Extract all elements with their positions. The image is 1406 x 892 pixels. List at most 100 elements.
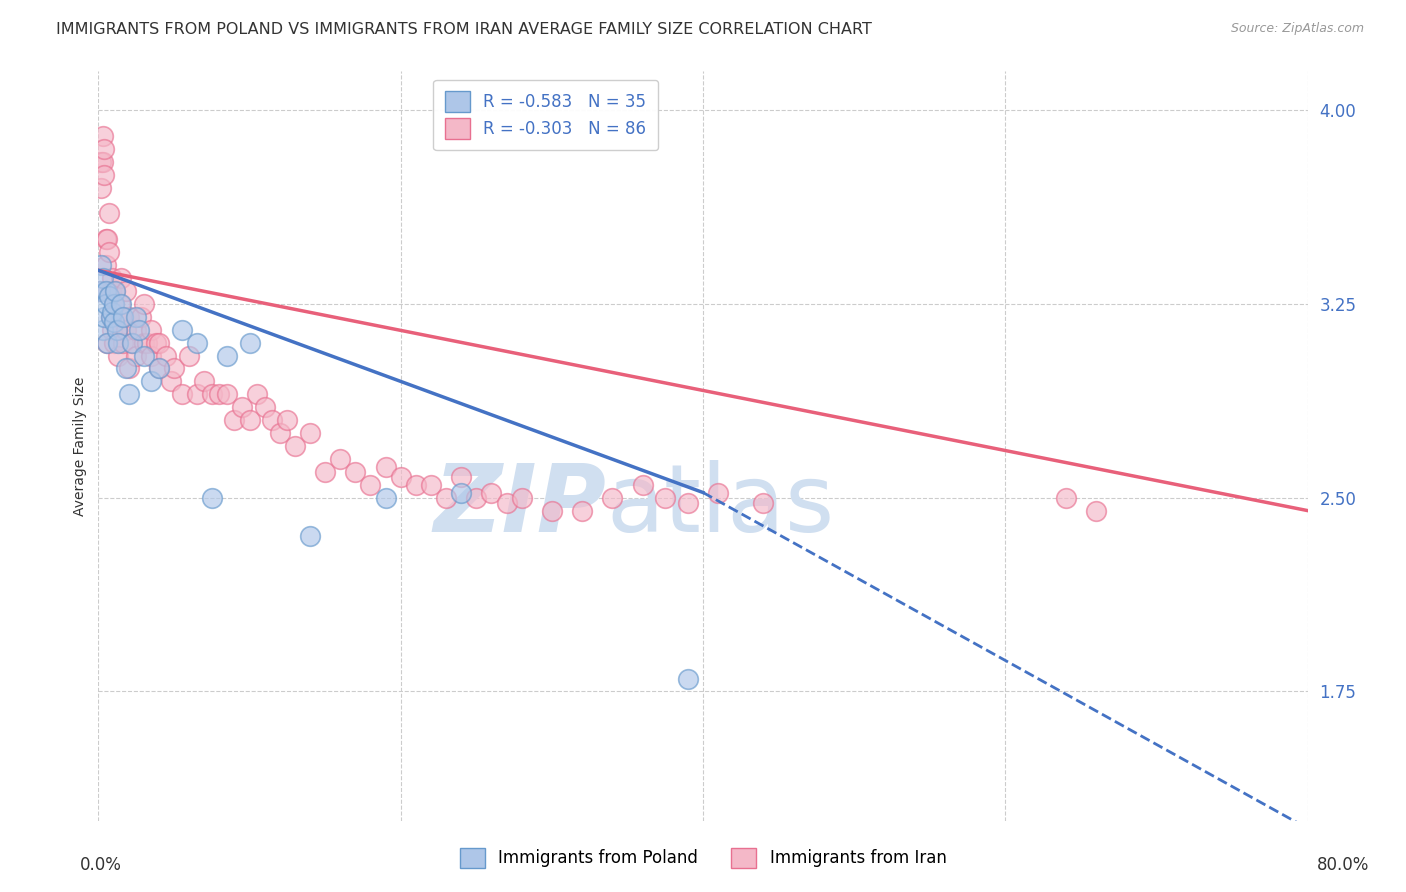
Point (1054, 491, 1077, 505)
Point (121, 335, 143, 350)
Point (299, 529, 322, 543)
Point (125, 323, 148, 337)
Point (374, 491, 396, 505)
Legend: Immigrants from Poland, Immigrants from Iran: Immigrants from Poland, Immigrants from … (453, 841, 953, 875)
Point (91, 271, 114, 285)
Point (94, 232, 117, 246)
Point (101, 323, 124, 337)
Point (186, 335, 208, 350)
Point (239, 335, 262, 350)
Point (420, 477, 443, 491)
Point (114, 323, 136, 337)
Point (246, 387, 269, 401)
Point (224, 413, 246, 427)
Point (405, 477, 427, 491)
Point (89, 284, 111, 298)
Point (125, 310, 148, 324)
Point (125, 349, 148, 363)
Point (344, 465, 367, 479)
Point (135, 335, 157, 350)
Point (269, 426, 291, 441)
Point (101, 271, 124, 285)
Point (299, 426, 322, 441)
Point (602, 491, 624, 505)
Point (98, 206, 121, 220)
Point (110, 310, 132, 324)
Point (111, 335, 134, 350)
Point (100, 310, 122, 324)
Point (132, 349, 155, 363)
Point (155, 349, 177, 363)
Point (170, 323, 193, 337)
Point (93, 142, 115, 156)
Point (90, 180, 112, 194)
Point (118, 387, 141, 401)
Point (676, 496, 699, 510)
Point (94, 284, 117, 298)
Point (314, 465, 336, 479)
Point (101, 304, 124, 318)
Point (389, 470, 412, 484)
Point (118, 310, 141, 324)
Point (114, 361, 136, 376)
Point (104, 284, 127, 298)
Point (107, 335, 129, 350)
Point (105, 323, 128, 337)
Point (141, 349, 163, 363)
Point (360, 477, 382, 491)
Point (114, 284, 136, 298)
Text: 80.0%: 80.0% (1316, 855, 1369, 873)
Point (495, 496, 517, 510)
Point (111, 310, 134, 324)
Point (108, 297, 131, 311)
Point (540, 503, 562, 517)
Point (571, 503, 593, 517)
Point (231, 401, 253, 415)
Point (90, 258, 112, 272)
Point (186, 387, 208, 401)
Point (141, 323, 163, 337)
Point (1085, 503, 1108, 517)
Point (96, 335, 118, 350)
Point (103, 335, 125, 350)
Point (91, 154, 114, 169)
Text: ZIP: ZIP (433, 460, 606, 552)
Point (103, 315, 125, 329)
Point (148, 335, 170, 350)
Legend: R = -0.583   N = 35, R = -0.303   N = 86: R = -0.583 N = 35, R = -0.303 N = 86 (433, 79, 658, 151)
Point (89, 284, 111, 298)
Text: IMMIGRANTS FROM POLAND VS IMMIGRANTS FROM IRAN AVERAGE FAMILY SIZE CORRELATION C: IMMIGRANTS FROM POLAND VS IMMIGRANTS FRO… (56, 22, 872, 37)
Point (98, 245, 121, 260)
Point (94, 297, 117, 311)
Point (98, 289, 121, 303)
Point (104, 284, 127, 298)
Point (450, 470, 472, 484)
Point (510, 491, 533, 505)
Point (163, 361, 186, 376)
Point (262, 413, 284, 427)
Point (93, 310, 115, 324)
Point (752, 496, 775, 510)
Point (631, 477, 654, 491)
Point (201, 387, 224, 401)
Point (208, 387, 231, 401)
Point (121, 335, 143, 350)
Y-axis label: Average Family Size: Average Family Size (73, 376, 87, 516)
Point (107, 349, 129, 363)
Point (100, 310, 122, 324)
Point (654, 491, 676, 505)
Point (193, 375, 215, 389)
Point (215, 349, 238, 363)
Point (465, 491, 488, 505)
Point (110, 297, 132, 311)
Point (276, 413, 298, 427)
Point (145, 335, 167, 350)
Point (434, 491, 457, 505)
Point (329, 451, 352, 466)
Point (170, 387, 193, 401)
Point (128, 323, 150, 337)
Point (94, 258, 117, 272)
Text: Source: ZipAtlas.com: Source: ZipAtlas.com (1230, 22, 1364, 36)
Point (481, 485, 503, 500)
Point (215, 387, 238, 401)
